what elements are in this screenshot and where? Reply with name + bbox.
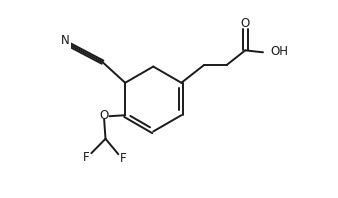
Text: OH: OH [270,45,288,58]
Text: N: N [61,34,69,47]
Text: F: F [120,152,126,165]
Text: O: O [241,17,250,30]
Text: O: O [99,109,109,122]
Text: F: F [82,151,89,164]
